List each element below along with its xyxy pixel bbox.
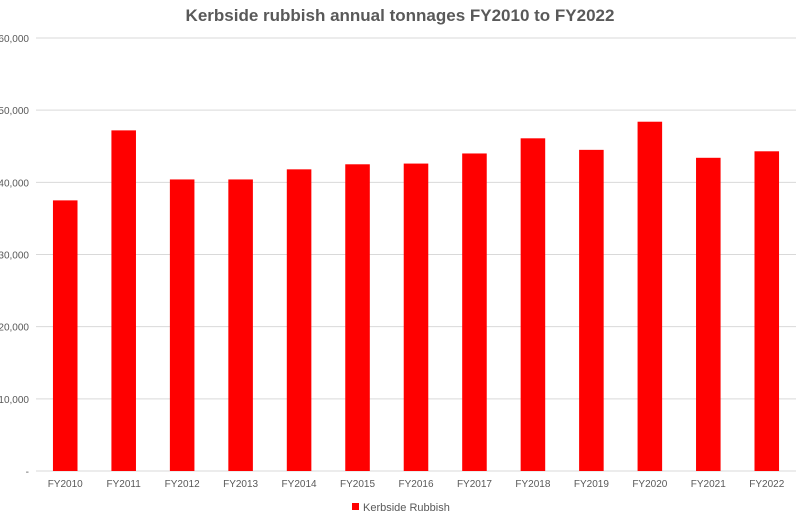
bar-fy2016 [403, 163, 429, 471]
x-tick-label: FY2015 [340, 479, 375, 490]
y-tick-label: 40,000 [0, 178, 29, 189]
y-tick-label: 50,000 [0, 106, 29, 117]
bar-fy2020 [637, 121, 663, 472]
legend: Kerbside Rubbish [352, 502, 450, 514]
bar-fy2012 [169, 179, 195, 472]
y-tick-label: - [26, 467, 29, 478]
x-tick-label: FY2022 [749, 479, 784, 490]
bar-fy2015 [345, 164, 370, 471]
bar-fy2022 [754, 151, 780, 471]
x-tick-label: FY2012 [165, 479, 200, 490]
chart-title: Kerbside rubbish annual tonnages FY2010 … [186, 6, 615, 25]
y-tick-label: 10,000 [0, 395, 29, 406]
x-tick-label: FY2016 [398, 479, 433, 490]
bar-fy2021 [696, 157, 721, 471]
bar-fy2011 [111, 130, 136, 471]
bar-fy2013 [228, 179, 253, 472]
bar-fy2019 [579, 149, 604, 471]
x-tick-label: FY2017 [457, 479, 492, 490]
y-tick-label: 30,000 [0, 251, 29, 262]
y-axis-ticks: - 10,000 20,000 30,000 40,000 50,000 60,000 [0, 34, 29, 478]
x-tick-label: FY2014 [282, 479, 317, 490]
y-tick-label: 20,000 [0, 323, 29, 334]
bar-fy2014 [286, 169, 312, 472]
bars [52, 121, 780, 472]
legend-label: Kerbside Rubbish [363, 502, 450, 514]
y-tick-label: 60,000 [0, 34, 29, 45]
bar-fy2017 [462, 153, 487, 471]
x-tick-label: FY2019 [574, 479, 609, 490]
bar-fy2010 [52, 200, 78, 471]
x-tick-label: FY2013 [223, 479, 258, 490]
x-tick-label: FY2010 [48, 479, 83, 490]
x-tick-label: FY2011 [107, 479, 142, 490]
bar-fy2018 [520, 138, 546, 472]
x-tick-label: FY2018 [515, 479, 550, 490]
x-tick-label: FY2020 [632, 479, 667, 490]
x-axis-ticks: FY2010 FY2011 FY2012 FY2013 FY2014 FY2015 FY20… [48, 479, 785, 490]
legend-swatch [352, 503, 359, 510]
x-tick-label: FY2021 [691, 479, 726, 490]
